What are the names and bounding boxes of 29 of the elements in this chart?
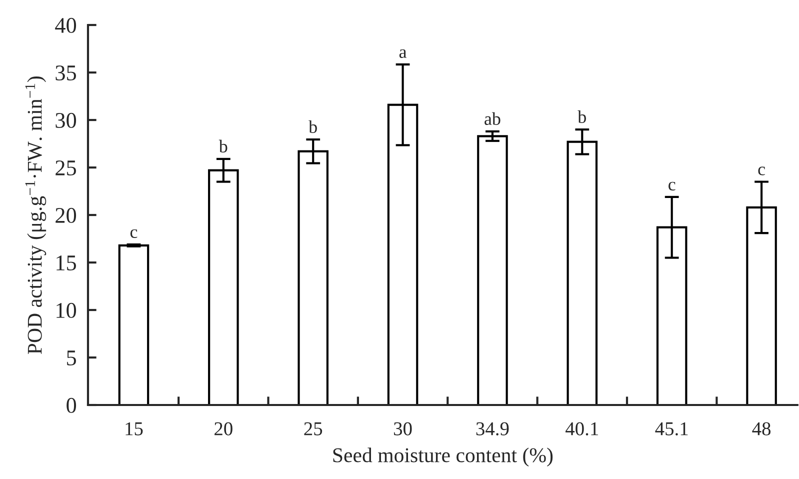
x-tick-label: 30 — [394, 422, 412, 436]
x-tick-label: 20 — [214, 422, 232, 436]
annotation: a — [399, 49, 407, 58]
annotation: c — [758, 166, 765, 176]
y-tick-label: 20 — [56, 208, 76, 223]
y-tick-label: 0 — [66, 398, 76, 413]
annotation: b — [308, 120, 317, 134]
y-tick-label: 40 — [55, 18, 76, 33]
annotation: c — [130, 229, 138, 238]
y-axis-title: POD activity (μg.g$^{−1}$·FW. min$^{−1}$) — [25, 76, 46, 354]
annotation: c — [668, 182, 676, 191]
y-tick-label: 10 — [56, 302, 76, 318]
x-tick-label: 34.9 — [476, 422, 509, 436]
annotation: b — [578, 110, 586, 124]
annotation: b — [218, 140, 228, 153]
x-tick-label: 15 — [126, 422, 143, 436]
x-tick-label: 48 — [752, 422, 771, 436]
y-tick-label: 35 — [56, 65, 76, 80]
y-tick-label: 30 — [56, 112, 76, 128]
y-tick-label: 25 — [56, 160, 76, 176]
annotation: ab — [484, 112, 500, 125]
bar — [477, 135, 508, 405]
x-tick-label: 45.1 — [655, 422, 688, 436]
y-tick-label: 5 — [67, 350, 76, 366]
y-tick-label: 15 — [56, 256, 76, 270]
bar — [118, 244, 150, 405]
x-tick-label: 40.1 — [566, 422, 598, 436]
x-tick-label: 25 — [304, 422, 322, 436]
x-axis-title: Seed moisture content (%) — [333, 448, 553, 467]
